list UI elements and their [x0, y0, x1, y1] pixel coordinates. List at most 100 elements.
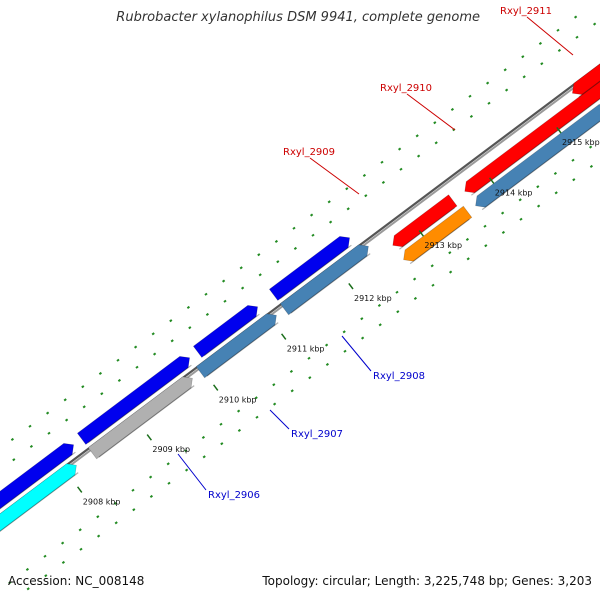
grid-dot	[219, 422, 223, 426]
grid-dot	[399, 167, 403, 171]
grid-dot	[132, 508, 136, 512]
grid-dot	[274, 239, 278, 243]
grid-dot	[381, 180, 385, 184]
grid-dot	[241, 286, 245, 290]
grid-dot	[201, 435, 205, 440]
gene-shadow	[279, 244, 352, 300]
gene-label: Rxyl_2906	[208, 490, 260, 501]
grid-dot	[116, 358, 120, 362]
grid-dot	[273, 402, 277, 406]
callout-line	[309, 157, 360, 195]
scale-tick-label: 2913 kbp	[424, 241, 462, 250]
gene-label: Rxyl_2910	[380, 83, 432, 94]
grid-dot	[8, 581, 12, 585]
gene-arrow	[392, 194, 458, 248]
scale-tick-label: 2914 kbp	[495, 188, 533, 197]
grid-dot	[82, 405, 86, 409]
grid-dot	[167, 481, 171, 485]
grid-dot	[310, 213, 314, 217]
grid-dot	[448, 251, 452, 255]
gene-arrow	[192, 305, 258, 358]
scale-tick	[418, 230, 424, 237]
grid-dot	[308, 376, 312, 380]
scale-tick-label: 2915 kbp	[562, 138, 600, 147]
grid-dot	[290, 389, 294, 393]
grid-dot	[575, 35, 579, 39]
gene-shadow	[98, 385, 195, 458]
grid-dot	[466, 257, 470, 261]
grid-dot	[151, 332, 155, 336]
scale-tick-label: 2912 kbp	[354, 294, 392, 303]
scale-tick	[146, 434, 152, 441]
scale-tick-label: 2909 kbp	[152, 445, 190, 454]
grid-dot	[395, 290, 399, 294]
grid-dot	[430, 264, 434, 268]
accession-text: Accession: NC_008148	[8, 574, 145, 588]
grid-dot	[487, 101, 491, 105]
grid-dot	[325, 343, 329, 347]
grid-dot	[342, 330, 346, 334]
map-title: Rubrobacter xylanophilus DSM 9941, compl…	[116, 10, 480, 25]
grid-dot	[413, 277, 417, 281]
callout-line	[177, 453, 207, 491]
gene-shadow	[409, 218, 470, 265]
grid-dot	[204, 292, 208, 296]
grid-dot	[362, 173, 366, 177]
grid-dot	[43, 554, 47, 558]
grid-dot	[396, 310, 400, 314]
grid-dot	[589, 164, 594, 168]
grid-dot	[237, 409, 241, 413]
grid-dot	[553, 171, 558, 175]
grid-dot	[237, 428, 241, 433]
grid-dot	[149, 475, 153, 479]
grid-dots	[8, 15, 597, 591]
grid-dot	[96, 515, 100, 519]
grid-dot	[26, 587, 30, 591]
grid-dot	[536, 185, 540, 189]
gene-label: Rxyl_2908	[373, 371, 425, 382]
grid-dot	[113, 501, 118, 506]
gene-arrow	[475, 103, 600, 208]
gene-shadow	[206, 322, 279, 377]
grid-dot	[292, 226, 296, 230]
grid-dot	[573, 15, 578, 19]
gene-arrow	[0, 443, 74, 510]
grid-dot	[186, 305, 190, 310]
grid-dot	[184, 449, 188, 453]
grid-dot	[255, 415, 259, 419]
gene-label: Rxyl_2907	[291, 429, 343, 440]
gene-label: Rxyl_2911	[500, 6, 552, 17]
grid-dot	[556, 28, 560, 32]
grid-dot	[572, 178, 576, 182]
grid-dot	[258, 273, 262, 277]
gene-arrow	[464, 80, 600, 194]
grid-dot	[169, 319, 173, 323]
gene-shadow	[399, 207, 455, 250]
scale-tick	[281, 333, 287, 340]
grid-dot	[501, 230, 505, 234]
grid-dot	[465, 237, 469, 241]
grid-dot	[329, 220, 333, 224]
scale-ticks: 2908 kbp 2909 kbp 2910 kbp 2911 kbp 2912 kbp…	[76, 126, 600, 506]
grid-dot	[166, 462, 170, 466]
gene-label: Rxyl_2909	[283, 147, 335, 158]
grid-dot	[149, 494, 153, 499]
gene-shadow	[578, 80, 600, 98]
grid-dot	[503, 68, 507, 72]
grid-dot	[44, 574, 48, 578]
grid-dot	[257, 253, 261, 257]
grid-dot	[276, 260, 280, 264]
gene-shadow	[203, 313, 260, 357]
grid-dot	[185, 468, 189, 472]
grid-dot	[360, 317, 364, 321]
grid-dot	[378, 323, 382, 327]
grid-dot	[28, 424, 32, 428]
grid-dot	[117, 378, 122, 383]
grid-dot	[78, 528, 82, 532]
grid-dot	[522, 75, 526, 79]
scale-tick-label: 2911 kbp	[287, 344, 325, 353]
gene-arrow	[0, 463, 77, 532]
grid-dot	[343, 349, 347, 353]
gene-arrow	[87, 376, 193, 460]
